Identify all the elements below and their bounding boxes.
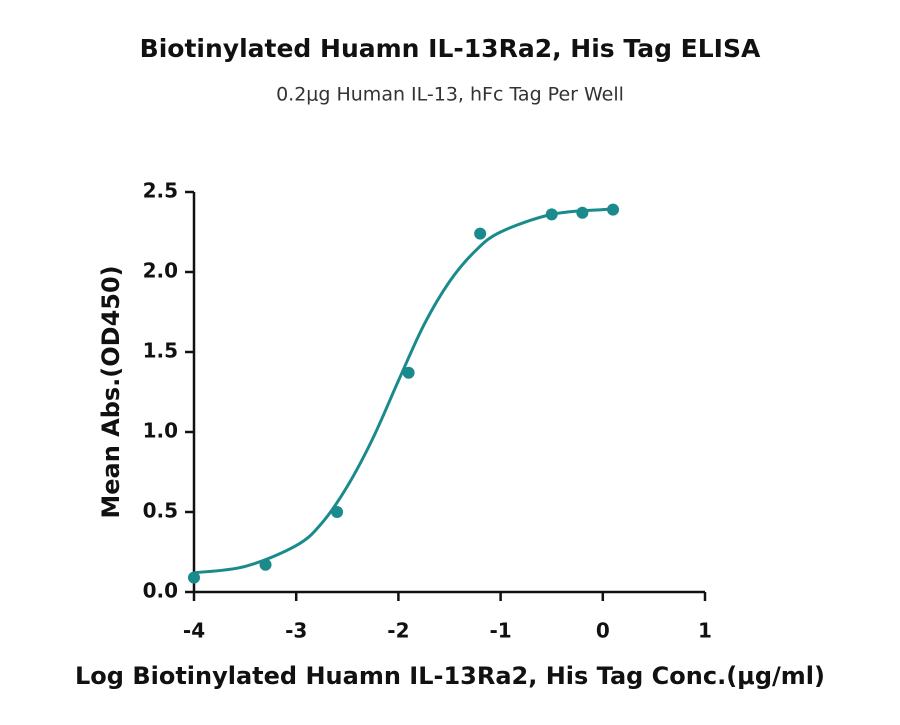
data-point xyxy=(188,571,200,584)
y-tick-label: 0.0 xyxy=(143,579,178,603)
y-tick-label: 1.5 xyxy=(143,339,178,363)
chart-subtitle: 0.2μg Human IL-13, hFc Tag Per Well xyxy=(276,84,624,106)
y-tick-label: 2.0 xyxy=(143,259,178,283)
x-tick-label: -3 xyxy=(285,619,307,643)
x-tick-label: 1 xyxy=(698,619,712,643)
data-point xyxy=(576,206,589,219)
data-point xyxy=(331,506,344,518)
data-point xyxy=(607,203,620,216)
x-tick-label: -1 xyxy=(489,619,511,643)
x-tick-label: -2 xyxy=(387,619,409,643)
y-tick-label: 1.0 xyxy=(143,419,178,443)
fit-curve xyxy=(193,207,614,575)
data-point xyxy=(259,558,272,571)
x-tick-label: -4 xyxy=(183,619,205,643)
x-tick-label: 0 xyxy=(596,619,610,643)
x-axis-label: Log Biotinylated Huamn IL-13Ra2, His Tag… xyxy=(75,662,825,690)
data-point xyxy=(545,208,558,221)
data-point xyxy=(402,366,415,379)
data-point xyxy=(474,227,487,240)
y-tick-label: 0.5 xyxy=(143,499,178,523)
y-tick-label: 2.5 xyxy=(143,179,178,203)
chart-title: Biotinylated Huamn IL-13Ra2, His Tag ELI… xyxy=(140,34,761,63)
y-axis-label: Mean Abs.(OD450) xyxy=(97,265,125,518)
